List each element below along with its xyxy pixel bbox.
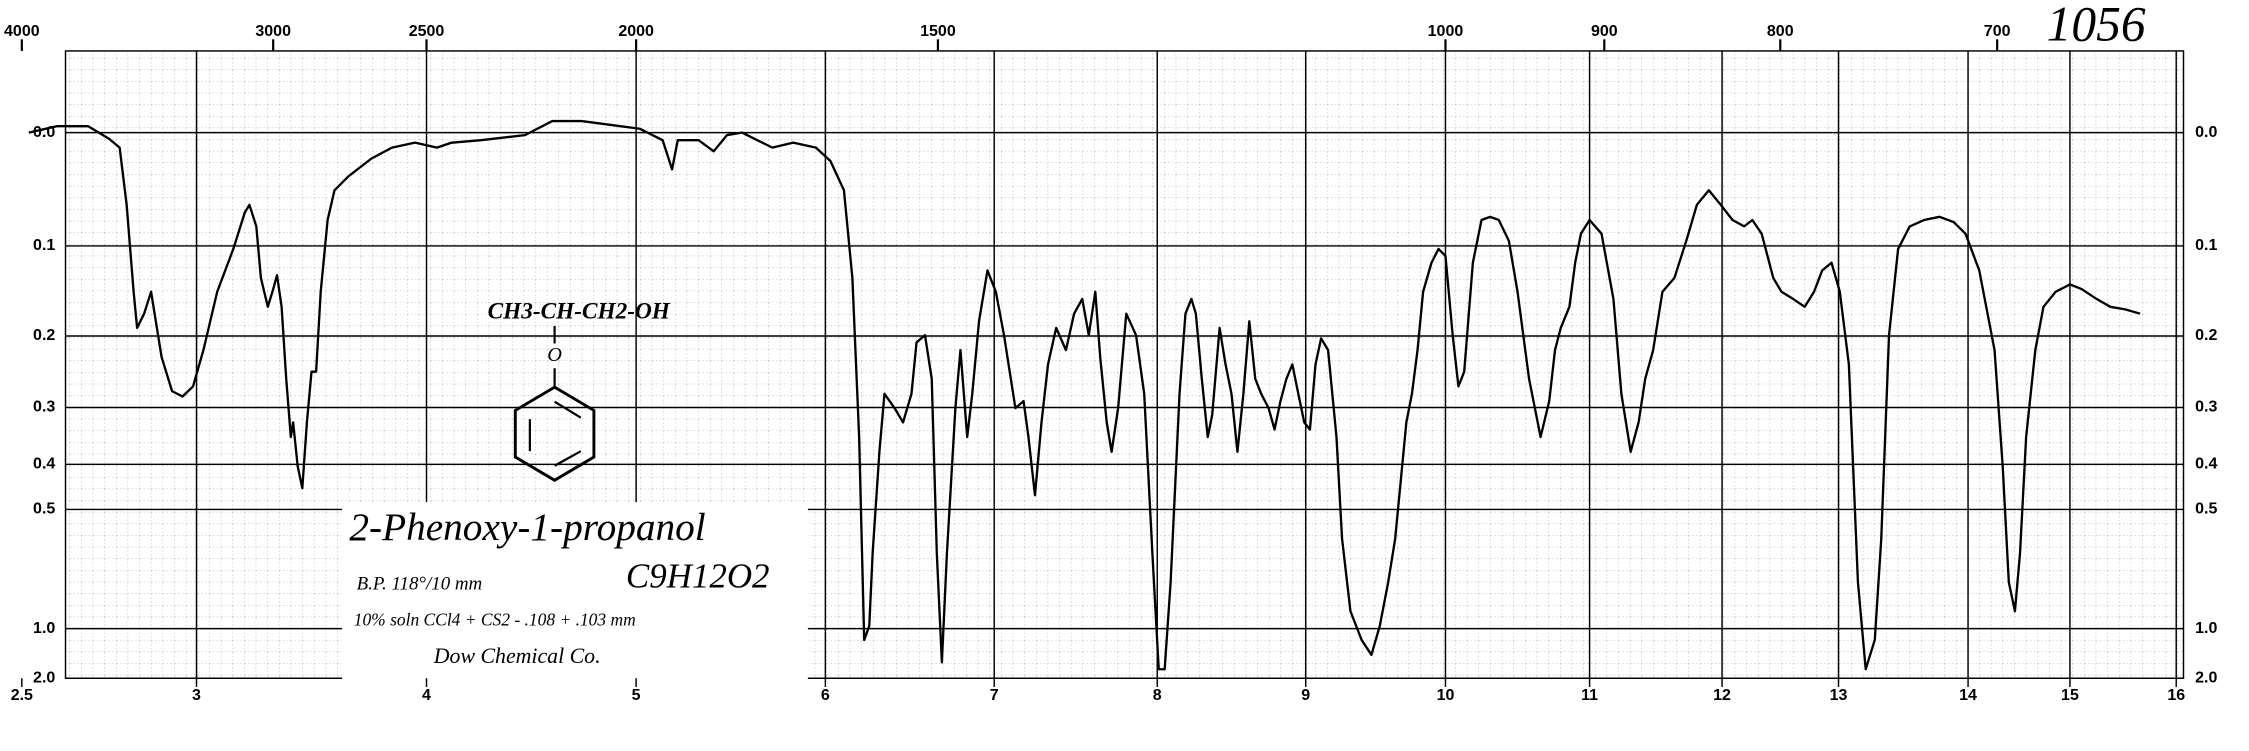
x-tick-label: 6 [821,687,830,704]
y-tick-label: 0.5 [33,501,55,518]
compound-name: 2-Phenoxy-1-propanol [349,506,705,549]
x-tick-label: 13 [1830,687,1848,704]
x-tick-label: 10 [1437,687,1455,704]
grid [65,50,2184,679]
formula: C9H12O2 [626,556,770,595]
y2-tick-label: 0.4 [2195,456,2217,473]
x2-tick-label: 3000 [255,23,291,40]
y2-tick-label: 1.0 [2195,620,2217,637]
y2-tick-label: 0.3 [2195,399,2217,416]
benzene-double-bonds [528,400,582,467]
x2-tick-label: 800 [1767,23,1794,40]
x2-tick-label: 2500 [409,23,445,40]
x-tick-label: 15 [2061,687,2079,704]
x-tick-label: 9 [1301,687,1310,704]
y-tick-label: 0.4 [33,456,55,473]
x-tick-label: 12 [1713,687,1731,704]
boiling-point: B.P. 118°/10 mm [357,573,483,594]
y2-tick-label: 2.0 [2195,669,2217,686]
y2-tick-label: 0.1 [2195,237,2217,254]
x-tick-label: 7 [990,687,999,704]
x2-tick-label: 2000 [618,23,654,40]
x2-tick-label: 4000 [4,23,40,40]
x2-tick-label: 1000 [1428,23,1464,40]
y-tick-label: 0.3 [33,399,55,416]
x-tick-label: 14 [1959,687,1977,704]
y-tick-label: 0.2 [33,327,55,344]
x-tick-label: 8 [1153,687,1162,704]
y-tick-label: 1.0 [33,620,55,637]
x-tick-label: 4 [422,687,431,704]
annotation-box [342,502,808,680]
x-tick-label: 16 [2167,687,2185,704]
spectrum-line [28,119,2141,671]
solution: 10% soln CCl4 + CS2 - .108 + .103 mm [354,609,636,629]
benzene-ring [513,385,596,482]
structure-oxygen: O [547,344,562,366]
x-tick-label: 2.5 [11,687,33,704]
x2-tick-label: 700 [1984,23,2011,40]
x2-tick-label: 900 [1591,23,1618,40]
y-tick-label: 2.0 [33,669,55,686]
x-tick-label: 11 [1581,687,1598,704]
structure-chain: CH3-CH-CH2-OH [488,298,671,324]
y2-tick-label: 0.0 [2195,124,2217,141]
y2-tick-label: 0.2 [2195,327,2217,344]
x-tick-label: 5 [632,687,641,704]
source: Dow Chemical Co. [433,644,601,668]
spectrum-number: 1056 [2047,0,2146,51]
y2-tick-label: 0.5 [2195,501,2217,518]
y-tick-label: 0.1 [33,237,55,254]
x-tick-label: 3 [192,687,201,704]
x2-tick-label: 1500 [920,23,956,40]
